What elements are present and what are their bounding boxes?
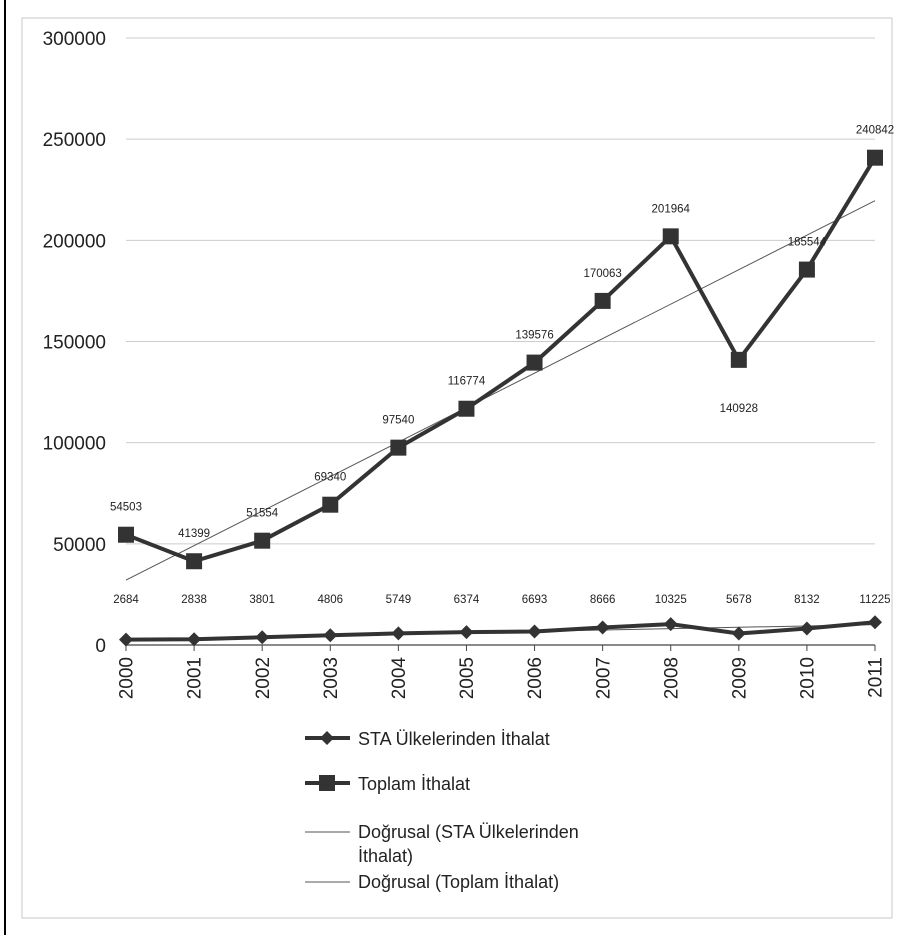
- data-label-sta: 2838: [181, 594, 207, 606]
- x-tick-label: 2006: [525, 657, 546, 699]
- data-point-square: [730, 351, 747, 368]
- data-point-diamond: [323, 628, 338, 643]
- data-point-diamond: [527, 624, 542, 639]
- data-point-square: [254, 532, 271, 549]
- data-label-sta: 3801: [249, 594, 275, 606]
- data-point-square: [390, 439, 407, 456]
- data-label-toplam: 140928: [720, 403, 758, 415]
- data-point-diamond: [391, 626, 406, 641]
- trendline: [125, 200, 876, 581]
- data-label-sta: 8132: [794, 594, 820, 606]
- x-tick-label: 2008: [661, 657, 682, 699]
- x-tick-label: 2004: [389, 657, 410, 700]
- series-line-toplam: [125, 156, 877, 564]
- series-line-sta: [125, 620, 876, 642]
- data-point-diamond: [459, 625, 474, 640]
- x-tick-label: 2010: [798, 657, 819, 699]
- legend-marker-diamond: [320, 731, 334, 745]
- data-label-sta: 6374: [454, 594, 480, 606]
- data-label-toplam: 240842: [856, 125, 894, 137]
- data-label-toplam: 54503: [110, 502, 142, 514]
- x-tick-label: 2007: [593, 657, 614, 699]
- x-tick-label: 2011: [866, 657, 887, 698]
- y-tick-label: 0: [95, 636, 106, 657]
- data-label-sta: 6693: [522, 594, 548, 606]
- data-point-square: [322, 496, 339, 513]
- data-point-square: [594, 292, 611, 309]
- data-label-toplam: 41399: [178, 528, 210, 540]
- y-tick-label: 150000: [43, 333, 106, 354]
- data-point-diamond: [663, 617, 678, 632]
- data-label-sta: 2684: [113, 594, 139, 606]
- data-label-sta: 8666: [590, 594, 616, 606]
- data-label-toplam: 69340: [314, 472, 346, 484]
- legend-label-toplam: Toplam İthalat: [358, 774, 470, 794]
- legend-label-trend-sta-line1: Doğrusal (STA Ülkelerinden: [358, 822, 579, 842]
- legend-label-sta: STA Ülkelerinden İthalat: [358, 729, 550, 749]
- data-label-toplam: 185544: [788, 237, 827, 249]
- data-point-square: [118, 526, 134, 543]
- data-point-square: [186, 553, 203, 570]
- chart-area-border: [21, 17, 893, 919]
- data-point-diamond: [868, 615, 882, 630]
- y-tick-label: 50000: [53, 535, 106, 556]
- data-label-toplam: 51554: [246, 508, 279, 520]
- data-point-square: [526, 354, 543, 371]
- y-tick-label: 100000: [43, 434, 106, 455]
- x-tick-label: 2003: [321, 657, 342, 699]
- data-point-square: [798, 261, 815, 278]
- data-point-diamond: [119, 632, 133, 647]
- data-point-diamond: [187, 632, 202, 647]
- data-point-square: [458, 400, 475, 417]
- data-label-sta: 10325: [655, 594, 687, 606]
- data-label-sta: 5678: [726, 594, 752, 606]
- data-point-diamond: [595, 620, 610, 635]
- data-label-sta: 4806: [317, 594, 343, 606]
- legend-label-trend-toplam: Doğrusal (Toplam İthalat): [358, 872, 559, 892]
- y-tick-label: 300000: [43, 29, 106, 50]
- data-label-toplam: 116774: [448, 376, 486, 388]
- x-tick-label: 2002: [253, 657, 274, 699]
- data-label-toplam: 170063: [583, 268, 621, 280]
- y-tick-label: 250000: [43, 130, 106, 151]
- data-label-toplam: 97540: [382, 415, 414, 427]
- x-tick-label: 2009: [729, 657, 750, 699]
- x-tick-label: 2005: [457, 657, 478, 699]
- data-point-diamond: [799, 621, 814, 636]
- data-point-square: [867, 149, 883, 166]
- data-point-diamond: [731, 626, 746, 641]
- data-label-sta: 11225: [859, 594, 890, 606]
- data-point-square: [662, 228, 679, 245]
- x-tick-label: 2000: [117, 657, 138, 699]
- data-label-toplam: 201964: [652, 203, 691, 215]
- data-label-sta: 5749: [386, 594, 412, 606]
- x-tick-label: 2001: [185, 657, 206, 699]
- data-label-toplam: 139576: [515, 330, 553, 342]
- legend-label-trend-sta-line2: İthalat): [358, 846, 413, 866]
- y-tick-label: 200000: [43, 231, 106, 252]
- data-point-diamond: [255, 630, 270, 645]
- legend-marker-square: [319, 775, 335, 791]
